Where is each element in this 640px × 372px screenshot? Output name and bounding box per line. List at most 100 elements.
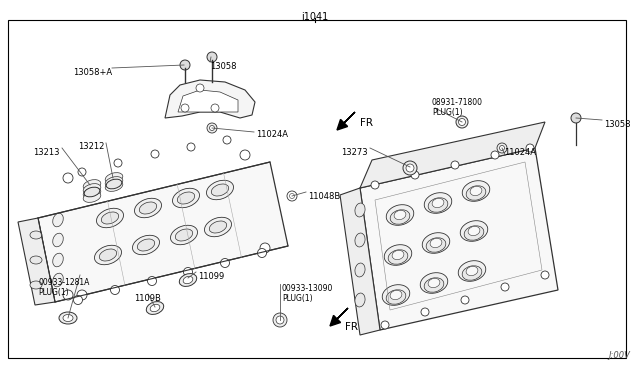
FancyArrow shape — [330, 308, 348, 326]
Text: 13058+A: 13058+A — [73, 68, 112, 77]
Polygon shape — [360, 148, 558, 330]
Ellipse shape — [205, 217, 232, 237]
Circle shape — [491, 151, 499, 159]
Circle shape — [406, 164, 414, 172]
Ellipse shape — [209, 221, 227, 233]
Ellipse shape — [173, 188, 200, 208]
Ellipse shape — [462, 181, 490, 201]
Polygon shape — [178, 90, 238, 112]
Ellipse shape — [138, 239, 155, 251]
Ellipse shape — [83, 184, 100, 194]
Ellipse shape — [59, 312, 77, 324]
Circle shape — [223, 136, 231, 144]
Circle shape — [501, 283, 509, 291]
Circle shape — [257, 248, 266, 257]
Ellipse shape — [52, 253, 63, 267]
Ellipse shape — [175, 229, 193, 241]
Ellipse shape — [207, 180, 234, 200]
Ellipse shape — [63, 314, 73, 321]
Circle shape — [63, 290, 73, 300]
Circle shape — [526, 144, 534, 152]
Ellipse shape — [179, 273, 196, 286]
Text: i1041: i1041 — [301, 12, 328, 22]
Circle shape — [207, 123, 217, 133]
Ellipse shape — [105, 177, 123, 187]
Ellipse shape — [464, 226, 484, 240]
Circle shape — [77, 290, 87, 300]
Ellipse shape — [99, 249, 116, 261]
Circle shape — [187, 143, 195, 151]
Text: 13058: 13058 — [210, 62, 237, 71]
Text: 13212: 13212 — [77, 142, 104, 151]
Circle shape — [403, 161, 417, 175]
Ellipse shape — [468, 227, 480, 235]
Ellipse shape — [428, 198, 448, 212]
Circle shape — [273, 313, 287, 327]
Ellipse shape — [30, 256, 42, 264]
Circle shape — [147, 276, 157, 285]
Circle shape — [63, 173, 73, 183]
Circle shape — [289, 193, 294, 199]
Ellipse shape — [420, 273, 448, 293]
Ellipse shape — [52, 213, 63, 227]
Ellipse shape — [83, 192, 100, 202]
Ellipse shape — [83, 187, 100, 198]
Circle shape — [209, 125, 214, 131]
Ellipse shape — [30, 281, 42, 289]
Ellipse shape — [106, 179, 122, 189]
Circle shape — [381, 321, 389, 329]
Ellipse shape — [170, 225, 198, 245]
Ellipse shape — [52, 233, 63, 247]
Ellipse shape — [424, 193, 452, 213]
Text: 11024A: 11024A — [256, 130, 288, 139]
Ellipse shape — [428, 278, 440, 288]
Ellipse shape — [355, 263, 365, 277]
Circle shape — [497, 143, 507, 153]
Ellipse shape — [140, 202, 157, 214]
Text: 13273: 13273 — [341, 148, 368, 157]
Ellipse shape — [105, 173, 123, 183]
Ellipse shape — [432, 198, 444, 208]
Text: PLUG(1): PLUG(1) — [432, 108, 463, 117]
Circle shape — [74, 295, 83, 305]
Ellipse shape — [95, 245, 122, 265]
Ellipse shape — [430, 238, 442, 248]
Text: 1109B: 1109B — [134, 294, 161, 303]
Ellipse shape — [183, 276, 193, 284]
Text: 00933-13090: 00933-13090 — [282, 284, 333, 293]
Ellipse shape — [388, 250, 408, 264]
Ellipse shape — [470, 186, 482, 196]
Circle shape — [240, 150, 250, 160]
Circle shape — [207, 52, 217, 62]
Ellipse shape — [390, 291, 402, 299]
Ellipse shape — [382, 285, 410, 305]
Circle shape — [114, 159, 122, 167]
Circle shape — [571, 113, 581, 123]
Circle shape — [287, 191, 297, 201]
Circle shape — [499, 145, 504, 151]
Text: 08931-71800: 08931-71800 — [432, 98, 483, 107]
Polygon shape — [18, 218, 55, 305]
Text: FR: FR — [360, 118, 373, 128]
Ellipse shape — [384, 245, 412, 265]
Circle shape — [151, 150, 159, 158]
Ellipse shape — [466, 266, 478, 276]
Circle shape — [211, 104, 219, 112]
Text: PLUG(1): PLUG(1) — [38, 288, 68, 297]
Circle shape — [421, 308, 429, 316]
Circle shape — [456, 116, 468, 128]
Ellipse shape — [424, 278, 444, 292]
Text: 00933-1281A: 00933-1281A — [38, 278, 90, 287]
FancyArrow shape — [337, 112, 355, 130]
Circle shape — [78, 168, 86, 176]
Circle shape — [260, 243, 270, 253]
Ellipse shape — [211, 184, 228, 196]
Circle shape — [461, 296, 469, 304]
Ellipse shape — [426, 238, 446, 252]
Ellipse shape — [466, 186, 486, 200]
Ellipse shape — [52, 273, 63, 287]
Text: 11048B: 11048B — [308, 192, 340, 201]
Ellipse shape — [392, 250, 404, 260]
Ellipse shape — [386, 205, 414, 225]
Ellipse shape — [460, 221, 488, 241]
